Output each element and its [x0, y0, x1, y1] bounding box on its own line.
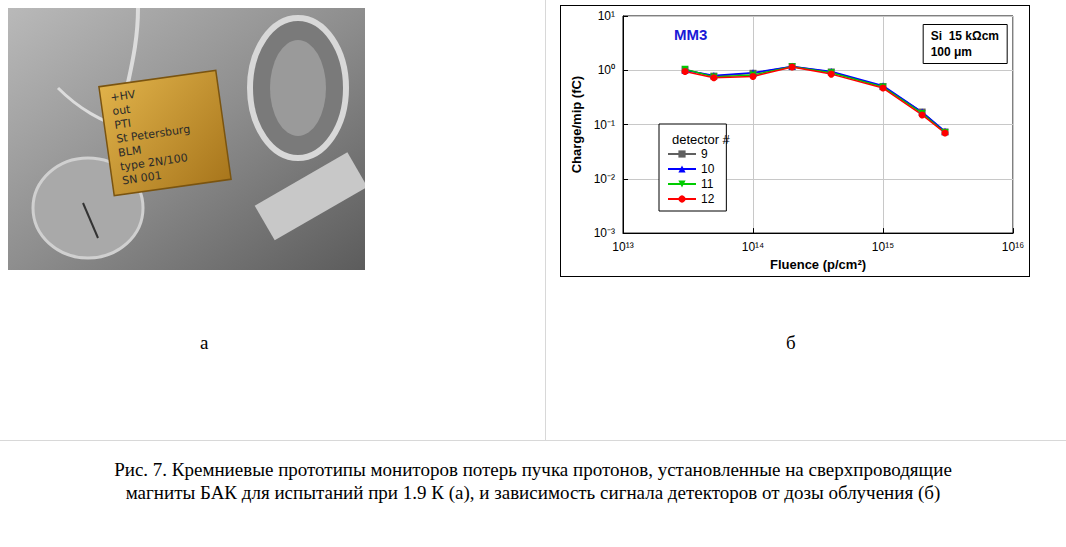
- html-text:б: б: [786, 332, 796, 353]
- svg-text:Charge/mip (fC): Charge/mip (fC): [569, 76, 584, 174]
- svg-text:11: 11: [701, 177, 714, 191]
- svg-text:10⁻¹: 10⁻¹: [594, 118, 615, 132]
- svg-text:12: 12: [701, 192, 715, 206]
- svg-text:Fluence (p/cm²): Fluence (p/cm²): [770, 257, 866, 272]
- svg-text:9: 9: [701, 147, 708, 161]
- svg-text:Si 15 kΩcm: Si 15 kΩcm: [931, 29, 999, 43]
- svg-text:10⁻³: 10⁻³: [594, 226, 615, 240]
- svg-text:10¹⁶: 10¹⁶: [1002, 240, 1024, 254]
- svg-text:MM3: MM3: [674, 26, 707, 43]
- svg-text:SN 001: SN 001: [121, 169, 162, 187]
- svg-text:10⁰: 10⁰: [598, 63, 615, 77]
- svg-text:BLM: BLM: [117, 143, 143, 160]
- svg-text:10¹³: 10¹³: [612, 240, 633, 254]
- svg-text:+HV: +HV: [110, 88, 137, 104]
- svg-text:type 2N/100: type 2N/100: [119, 151, 189, 174]
- svg-text:10¹⁴: 10¹⁴: [742, 240, 765, 254]
- svg-text:PTI: PTI: [114, 117, 132, 132]
- svg-text:10¹: 10¹: [598, 9, 615, 23]
- svg-text:St Petersburg: St Petersburg: [116, 123, 191, 146]
- svg-text:10⁻²: 10⁻²: [594, 172, 615, 186]
- svg-text:out: out: [112, 103, 132, 118]
- html-text:Рис. 7. Кремниевые прототипы м: Рис. 7. Кремниевые прототипы мониторов п…: [114, 459, 952, 503]
- html-text:а: а: [200, 332, 209, 353]
- svg-text:100 μm: 100 μm: [931, 45, 972, 59]
- svg-text:10: 10: [701, 162, 715, 176]
- svg-text:10¹⁵: 10¹⁵: [872, 240, 894, 254]
- svg-text:detector #: detector #: [672, 132, 731, 147]
